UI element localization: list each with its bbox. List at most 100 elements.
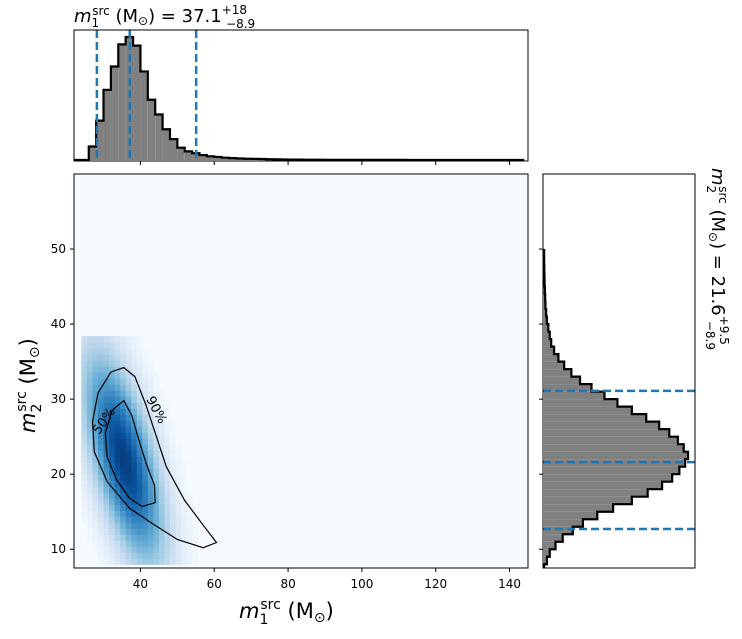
top-hist-bar	[177, 147, 185, 160]
heatmap-cell	[169, 510, 177, 517]
heatmap-cell	[81, 450, 88, 457]
top-hist-outline	[74, 35, 525, 161]
heatmap-cell	[169, 558, 177, 565]
right-title-sun: ⊙	[706, 232, 720, 242]
heatmap-cell	[125, 342, 132, 349]
heatmap-cell	[181, 468, 188, 475]
heatmap-cell	[147, 384, 154, 391]
heatmap-cell	[136, 354, 143, 361]
heatmap-cell	[142, 480, 149, 487]
top-hist-bar	[214, 156, 222, 160]
heatmap-cell	[81, 462, 88, 469]
heatmap-cell	[164, 426, 171, 433]
y-label-sup: src	[14, 391, 30, 411]
right-hist-bar	[544, 354, 559, 362]
heatmap-cell	[86, 468, 94, 475]
x-label-sun: ⊙	[314, 610, 326, 626]
heatmap-cell	[142, 420, 149, 427]
heatmap-cell	[164, 504, 171, 511]
heatmap-cell	[109, 402, 116, 409]
heatmap-cell	[114, 378, 121, 385]
heatmap-cell	[103, 456, 110, 463]
heatmap-cell	[131, 384, 138, 391]
heatmap-cell	[125, 384, 132, 391]
heatmap-cell	[147, 396, 154, 403]
heatmap-cell	[114, 396, 121, 403]
heatmap-cell	[109, 546, 116, 553]
heatmap-cell	[92, 534, 99, 541]
heatmap-cell	[136, 504, 143, 511]
heatmap-cell	[192, 528, 199, 535]
heatmap-cell	[103, 528, 110, 535]
heatmap-cell	[181, 480, 188, 487]
heatmap-cell	[169, 552, 177, 559]
heatmap-cell	[97, 450, 105, 457]
heatmap-cell	[92, 504, 99, 511]
heatmap-cell	[120, 474, 127, 481]
heatmap-cell	[158, 420, 166, 427]
heatmap-cell	[186, 546, 193, 553]
heatmap-cell	[136, 342, 143, 349]
heatmap-cell	[86, 366, 94, 373]
top-hist-bar	[103, 89, 111, 160]
heatmap-cell	[125, 492, 132, 499]
heatmap-cell	[120, 510, 127, 517]
right-marginal-panel: m2src (M⊙) = 21.6+9.5−8.9	[539, 168, 731, 569]
heatmap-cell	[153, 450, 160, 457]
heatmap-cell	[153, 378, 160, 385]
heatmap-cell	[164, 402, 171, 409]
heatmap-cell	[81, 348, 88, 355]
heatmap-cell	[169, 498, 177, 505]
heatmap-cell	[114, 468, 121, 475]
heatmap-cell	[120, 480, 127, 487]
heatmap-cell	[142, 354, 149, 361]
heatmap-cell	[147, 408, 154, 415]
right-hist-bar	[544, 324, 549, 332]
heatmap-cell	[153, 480, 160, 487]
heatmap-cell	[125, 336, 132, 343]
heatmap-cell	[164, 450, 171, 457]
heatmap-cell	[86, 504, 94, 511]
heatmap-cell	[109, 498, 116, 505]
heatmap-cell	[92, 468, 99, 475]
heatmap-cell	[97, 552, 105, 559]
heatmap-cell	[86, 426, 94, 433]
heatmap-cell	[81, 408, 88, 415]
heatmap-cell	[97, 366, 105, 373]
heatmap-cell	[169, 504, 177, 511]
heatmap-cell	[103, 504, 110, 511]
right-hist-bar	[544, 316, 547, 325]
heatmap-cell	[175, 522, 182, 529]
heatmap-cell	[131, 522, 138, 529]
heatmap-cell	[147, 552, 154, 559]
heatmap-cell	[147, 480, 154, 487]
heatmap-cell	[175, 492, 182, 499]
heatmap-cell	[153, 498, 160, 505]
top-title-sup: src	[92, 4, 110, 18]
right-hist-bar	[544, 429, 670, 437]
heatmap-cell	[142, 468, 149, 475]
heatmap-cell	[142, 474, 149, 481]
heatmap-cell	[120, 516, 127, 523]
heatmap-cell	[86, 438, 94, 445]
heatmap-cell	[181, 528, 188, 535]
heatmap-cell	[158, 456, 166, 463]
heatmap-cell	[81, 510, 88, 517]
heatmap-cell	[181, 462, 188, 469]
top-marginal-panel: m1src (M⊙) = 37.1+18 −8.9	[73, 3, 529, 165]
heatmap-cell	[103, 378, 110, 385]
top-hist-bar	[118, 44, 126, 160]
heatmap-cell	[158, 426, 166, 433]
heatmap-cell	[153, 474, 160, 481]
heatmap-cell	[97, 360, 105, 367]
heatmap-cell	[109, 456, 116, 463]
heatmap-cell	[125, 390, 132, 397]
heatmap-cell	[142, 510, 149, 517]
heatmap-cell	[109, 372, 116, 379]
heatmap-cell	[109, 468, 116, 475]
heatmap-cell	[142, 528, 149, 535]
right-title-sup: src	[716, 186, 730, 204]
heatmap-cell	[142, 360, 149, 367]
right-histogram	[543, 249, 690, 568]
heatmap-cell	[97, 540, 105, 547]
